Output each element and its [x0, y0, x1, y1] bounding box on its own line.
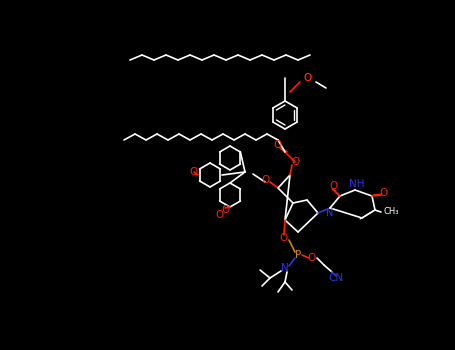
Text: O: O: [291, 157, 299, 167]
Text: O: O: [280, 233, 288, 243]
Text: O: O: [308, 253, 316, 263]
Text: O: O: [329, 181, 337, 191]
Text: NH: NH: [349, 179, 365, 189]
Text: O: O: [216, 210, 224, 220]
Text: O: O: [304, 73, 312, 83]
Text: N: N: [281, 263, 289, 273]
Text: O: O: [189, 167, 197, 177]
Text: O: O: [274, 140, 282, 150]
Text: CH₃: CH₃: [383, 208, 399, 217]
Text: O: O: [379, 188, 387, 198]
Text: N: N: [326, 208, 334, 218]
Text: O: O: [261, 175, 269, 185]
Text: O: O: [304, 73, 312, 83]
Text: CN: CN: [329, 273, 344, 283]
Text: P: P: [295, 250, 301, 260]
Text: O: O: [221, 205, 229, 215]
